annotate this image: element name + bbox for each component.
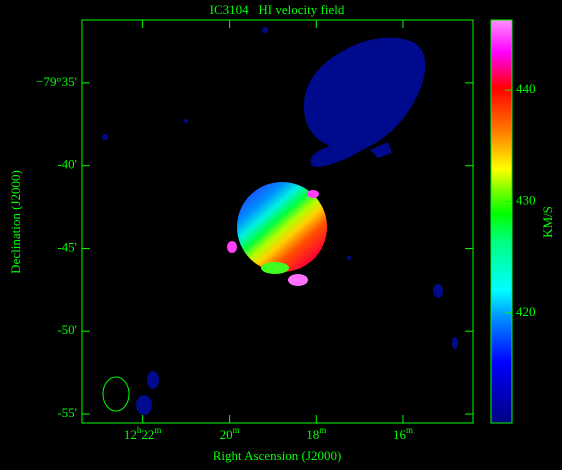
x-tick-label: 16m: [393, 425, 413, 442]
blob: [136, 395, 152, 415]
blob: [147, 371, 159, 389]
frame: [81, 19, 474, 424]
beam: [102, 376, 130, 412]
colorbar-tick-label: 440: [516, 81, 536, 96]
blob: [307, 190, 319, 198]
blob: [262, 27, 268, 33]
colorbar-title: KM/S: [540, 206, 555, 238]
blob: [452, 337, 458, 349]
x-axis-title: Right Ascension (J2000): [213, 448, 342, 463]
velocity-map: [102, 27, 458, 415]
chart-title: IC3104 HI velocity field: [210, 2, 345, 17]
x-tick-label: 20m: [220, 425, 240, 442]
y-tick-label: −79°35': [36, 74, 77, 89]
blob: [433, 284, 443, 298]
blob: [288, 274, 308, 286]
y-tick-label: -45': [57, 239, 77, 254]
y-tick-label: -40': [57, 157, 77, 172]
blob: [347, 256, 351, 260]
blob: [184, 119, 188, 123]
colorbar-tick-label: 420: [516, 304, 536, 319]
cloud: [303, 37, 426, 167]
y-tick-label: -55': [57, 405, 77, 420]
colorbar: [490, 19, 513, 424]
blob: [102, 134, 108, 140]
blob: [261, 262, 289, 274]
y-tick-label: -50': [57, 322, 77, 337]
colorbar-tick-label: 430: [516, 192, 536, 207]
blob: [227, 241, 237, 253]
x-tick-label: 12h22m: [124, 425, 162, 442]
y-axis-title: Declination (J2000): [8, 170, 23, 274]
galaxy-disk: [237, 182, 327, 272]
blob: [370, 142, 392, 158]
x-tick-label: 18m: [306, 425, 326, 442]
